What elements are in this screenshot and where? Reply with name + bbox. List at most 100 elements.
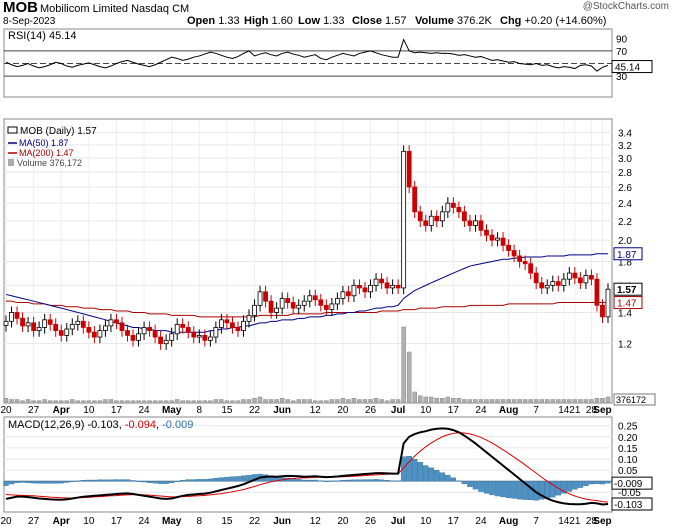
volume-bar: [97, 400, 103, 403]
candle-body: [136, 333, 141, 341]
candle-body: [406, 150, 412, 188]
macd-histogram-bar: [141, 480, 147, 483]
macd-histogram-bar: [439, 472, 446, 482]
volume-bar: [544, 399, 550, 403]
candle-body: [9, 312, 14, 322]
candle-body: [439, 211, 445, 222]
volume-bar: [517, 399, 522, 403]
macd-histogram-bar: [428, 467, 434, 482]
macd-histogram-bar: [323, 480, 330, 482]
volume-bar: [47, 400, 53, 403]
volume-bar: [86, 400, 92, 403]
volume-bar: [136, 400, 141, 403]
macd-histogram-bar: [494, 480, 501, 497]
macd-histogram-bar: [467, 480, 473, 487]
volume-bar: [522, 399, 528, 403]
volume-bar: [406, 351, 412, 403]
volume-tag-label: 376172: [616, 395, 646, 405]
volume-bar: [31, 400, 36, 403]
macd-histogram-bar: [384, 480, 390, 482]
volume-bar: [318, 400, 324, 403]
macd-histogram-bar: [445, 474, 451, 482]
price-tag-label: 1.47: [617, 299, 637, 310]
volume-bar: [357, 399, 362, 403]
x-axis-label: Jun: [273, 516, 291, 527]
candle-body: [31, 322, 37, 332]
candle-body: [428, 215, 434, 226]
volume-bar: [429, 396, 434, 403]
price-tick-label: 3.4: [618, 129, 632, 140]
volume-bar: [174, 399, 180, 403]
x-axis-label: 10: [83, 405, 95, 416]
x-axis-bottom: 20 27 Apr 10 17 24 May 8 15 22 Jun 12 20 26 Jul 10 17 24 A…: [0, 516, 611, 527]
candle-body: [423, 220, 429, 226]
macd-histogram-bar: [86, 479, 92, 482]
macd-histogram-bar: [53, 480, 59, 484]
candle-body: [180, 323, 186, 328]
macd-histogram-bar: [113, 479, 120, 482]
macd-value-tag-label: -0.103: [614, 500, 643, 511]
macd-value-tag-label: -0.009: [614, 479, 643, 490]
volume-bar: [578, 399, 583, 403]
x-axis-label: 17: [111, 405, 123, 416]
volume-bar: [456, 398, 462, 403]
macd-histogram-bar: [64, 480, 70, 483]
macd-histogram-bar: [550, 480, 556, 498]
macd-histogram-bar: [572, 480, 578, 490]
candle-body: [130, 335, 136, 341]
rsi-value-tag: [611, 60, 653, 74]
candle-body: [86, 327, 92, 333]
macd-histogram-bar: [41, 480, 48, 484]
price-tick-label: 3.0: [618, 154, 632, 165]
candle-body: [572, 272, 578, 279]
x-axis-label: 7: [533, 405, 539, 416]
rsi-value-tag-label: 45.14: [615, 63, 640, 74]
volume-bar: [25, 399, 31, 403]
macd-tick-label: 0.05: [618, 466, 638, 477]
x-axis-label: May: [162, 516, 182, 527]
candle-body: [357, 284, 362, 289]
price-tick-label: 2.4: [618, 199, 632, 210]
macd-histogram-bar: [566, 480, 573, 492]
x-axis-label: 17: [448, 405, 460, 416]
macd-title: MACD(12,26,9) -0.103, -0.094, -0.009: [8, 419, 193, 431]
macd-panel: 0.250.200.150.100.05 -0.05 MACD(12,26,9) …: [3, 416, 653, 513]
macd-histogram-bar: [362, 479, 368, 482]
macd-histogram-bar: [406, 456, 412, 482]
macd-histogram-bar: [30, 480, 37, 484]
x-axis-label: 10: [420, 516, 432, 527]
macd-histogram-bar: [434, 470, 440, 482]
volume-bar: [158, 400, 163, 403]
x-axis-label: 22: [249, 405, 261, 416]
x-axis-label: Jun: [273, 405, 291, 416]
x-axis-label: 26: [365, 405, 377, 416]
volume-bar: [506, 399, 511, 403]
macd-histogram-bar: [367, 479, 374, 482]
x-axis-label: 24: [475, 405, 487, 416]
macd-tick-label: 0.10: [618, 455, 638, 466]
x-axis-label: 14: [558, 516, 570, 527]
macd-histogram-bar: [312, 479, 318, 482]
x-axis-label: Jul: [391, 405, 406, 416]
volume-bar: [528, 399, 533, 403]
x-axis-label: 27: [28, 516, 40, 527]
volume-bar: [141, 400, 147, 403]
macd-tick-label: -0.05: [618, 488, 641, 499]
macd-histogram-bar: [102, 479, 109, 482]
candle-body: [290, 302, 296, 309]
macd-histogram-bar: [235, 476, 241, 482]
macd-histogram-bar: [395, 480, 401, 482]
volume-bar: [169, 400, 174, 403]
volume-bar: [42, 399, 47, 403]
volume-bar: [263, 399, 268, 403]
candle-body: [80, 320, 86, 328]
volume-bar: [384, 400, 390, 403]
macd-histogram-bar: [80, 480, 87, 482]
volume-bar: [412, 391, 417, 403]
x-axis-label: 8: [197, 405, 203, 416]
candle-body: [373, 278, 379, 286]
quote-volume: Volume 376.2K: [415, 15, 492, 27]
price-tag-ma50: [613, 247, 643, 261]
x-axis-label: May: [162, 405, 182, 416]
legend-ma50: MA(50) 1.87: [19, 138, 69, 148]
